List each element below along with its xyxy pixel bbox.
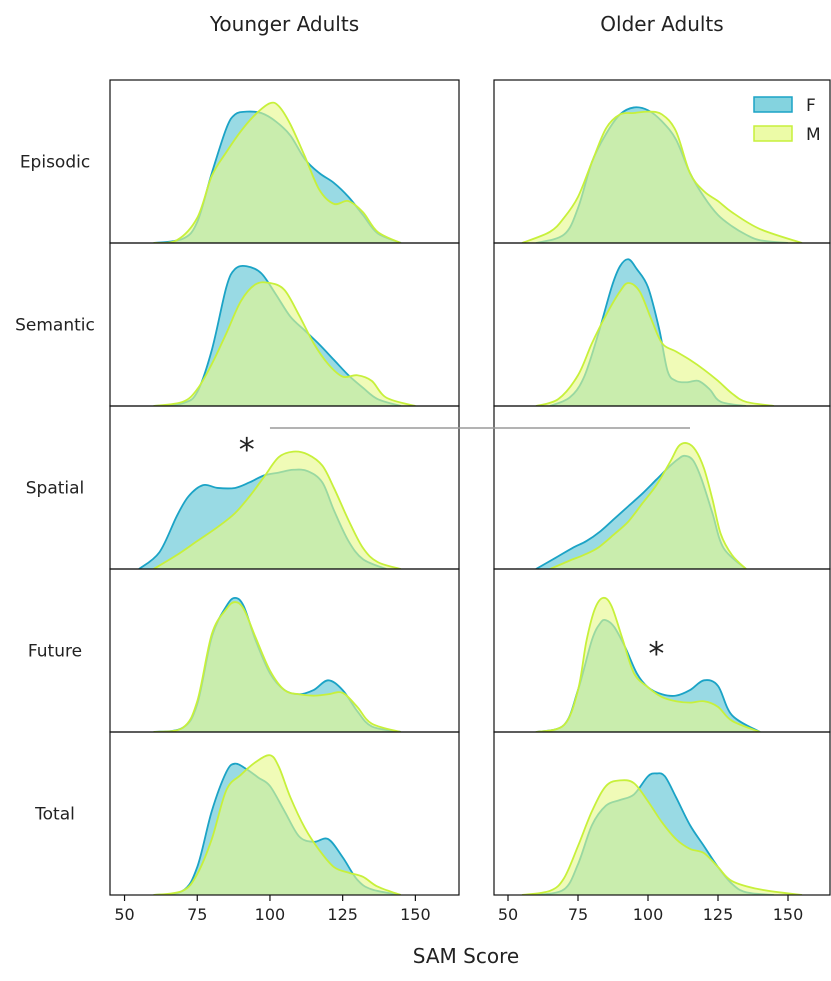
labels-layer: Younger Adults Older Adults Episodic Semant…	[15, 12, 821, 968]
x-tick-label: 100	[633, 905, 664, 924]
significance-asterisk: *	[239, 431, 255, 469]
x-tick-label: 125	[327, 905, 358, 924]
density-line-m	[521, 779, 803, 895]
x-tick-label: 50	[114, 905, 134, 924]
x-tick-label: 150	[400, 905, 431, 924]
density-area-m	[153, 755, 401, 895]
row-label-future: Future	[28, 642, 82, 662]
panel-frame	[109, 731, 460, 896]
density-area-m	[153, 282, 416, 406]
x-tick-label: 75	[187, 905, 207, 924]
density-area-m	[536, 597, 760, 732]
density-line-m	[153, 601, 402, 732]
x-tick-label: 75	[568, 905, 588, 924]
row-label-total: Total	[34, 805, 75, 825]
row-label-episodic: Episodic	[20, 153, 90, 173]
density-area-m	[536, 283, 774, 406]
panel-younger-adults-episodic	[109, 79, 460, 244]
panel-frame	[493, 731, 831, 896]
density-area-m	[550, 442, 746, 569]
panels-layer	[109, 79, 831, 896]
panel-younger-adults-semantic	[109, 242, 460, 407]
density-line-m	[521, 110, 803, 243]
density-area-m	[153, 451, 401, 569]
column-title-younger-adults: Younger Adults	[209, 12, 359, 36]
panel-younger-adults-future	[109, 568, 460, 733]
density-line-m	[535, 596, 761, 732]
legend-label-f: F	[806, 96, 816, 116]
x-tick-label: 125	[703, 905, 734, 924]
panel-older-adults-spatial	[493, 405, 831, 570]
density-line-m	[535, 282, 775, 406]
legend-swatch-f	[753, 96, 793, 113]
panel-older-adults-episodic	[493, 79, 831, 244]
density-line-m	[153, 450, 402, 569]
density-area-m	[522, 111, 802, 243]
significance-asterisk: *	[648, 634, 664, 672]
density-area-m	[522, 780, 802, 895]
density-line-m	[549, 442, 747, 569]
column-title-older-adults: Older Adults	[600, 12, 723, 36]
density-area-m	[153, 602, 401, 732]
density-line-m	[153, 281, 416, 406]
x-tick-label: 100	[255, 905, 286, 924]
x-tick-label: 150	[773, 905, 804, 924]
panel-older-adults-semantic	[493, 242, 831, 407]
panel-older-adults-total	[493, 731, 831, 896]
density-line-m	[153, 754, 402, 895]
x-axis-label: SAM Score	[413, 944, 519, 968]
density-area-m	[153, 102, 401, 243]
panel-younger-adults-spatial	[109, 405, 460, 570]
panel-younger-adults-total	[109, 731, 460, 896]
row-label-spatial: Spatial	[26, 479, 85, 499]
row-label-semantic: Semantic	[15, 316, 95, 336]
density-line-m	[153, 101, 402, 243]
legend-label-m: M	[806, 125, 821, 145]
legend: FM	[753, 96, 821, 145]
panel-older-adults-future	[493, 568, 831, 733]
legend-swatch-m	[753, 125, 793, 142]
x-tick-label: 50	[498, 905, 518, 924]
